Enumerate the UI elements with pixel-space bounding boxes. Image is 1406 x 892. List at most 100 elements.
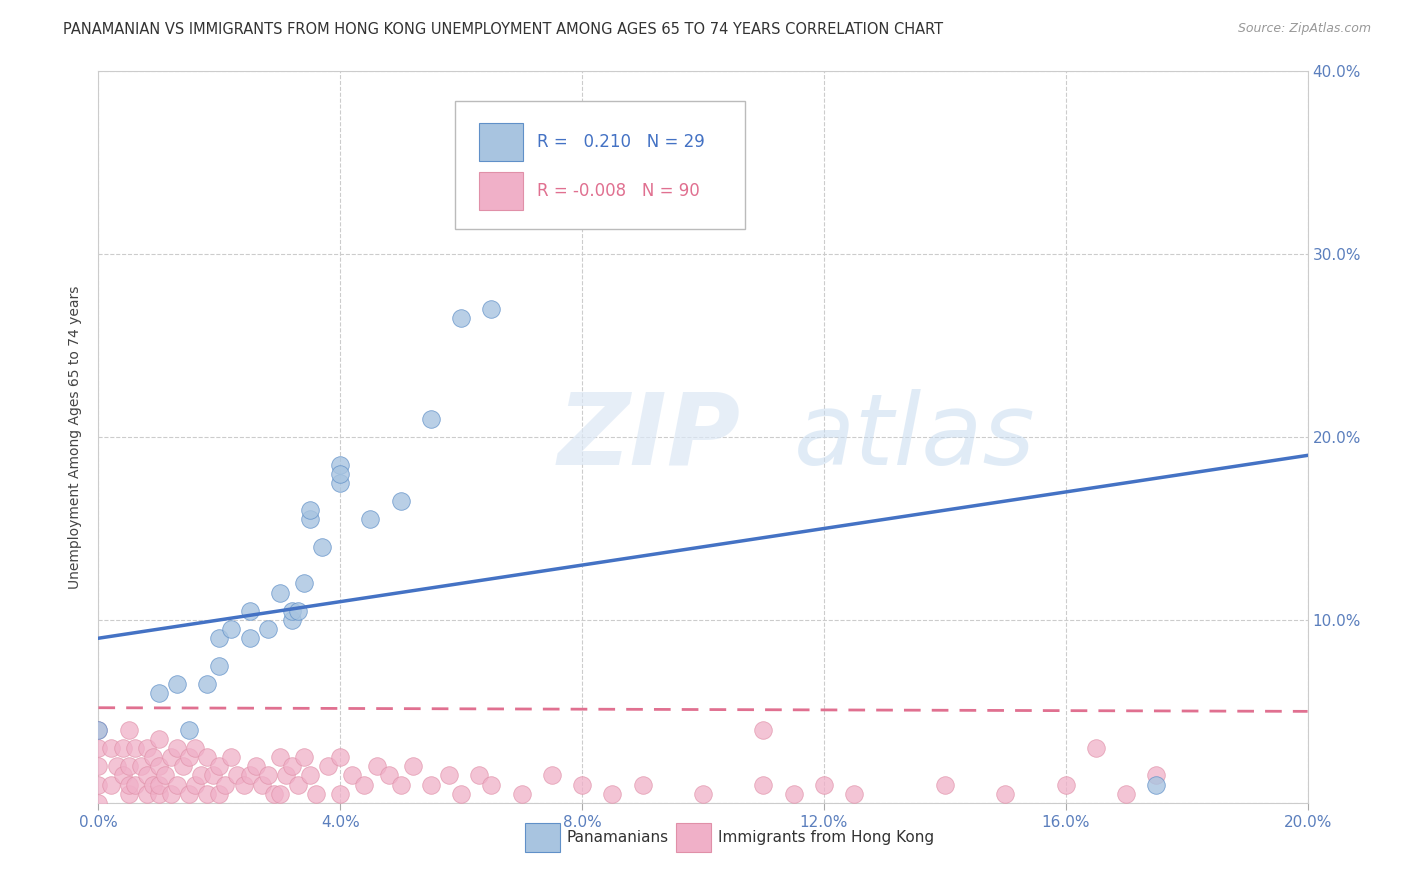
Point bbox=[437, 768, 460, 782]
Point bbox=[692, 787, 714, 801]
Point bbox=[450, 787, 472, 801]
Point bbox=[360, 512, 382, 526]
Point bbox=[274, 768, 297, 782]
Point bbox=[111, 768, 134, 782]
Point bbox=[124, 778, 146, 792]
Text: Source: ZipAtlas.com: Source: ZipAtlas.com bbox=[1237, 22, 1371, 36]
Point bbox=[287, 778, 309, 792]
Point bbox=[232, 778, 254, 792]
Point bbox=[329, 787, 352, 801]
Point bbox=[329, 467, 352, 481]
Point bbox=[148, 778, 170, 792]
Point bbox=[118, 787, 141, 801]
Point bbox=[124, 740, 146, 755]
Point bbox=[316, 759, 339, 773]
Point bbox=[208, 787, 231, 801]
Point bbox=[87, 778, 110, 792]
Point bbox=[87, 740, 110, 755]
Point bbox=[221, 750, 243, 764]
Point bbox=[111, 740, 134, 755]
Point bbox=[250, 778, 273, 792]
Point bbox=[783, 787, 806, 801]
Point bbox=[752, 778, 775, 792]
Point bbox=[752, 723, 775, 737]
Text: Immigrants from Hong Kong: Immigrants from Hong Kong bbox=[717, 830, 934, 846]
FancyBboxPatch shape bbox=[526, 823, 561, 852]
Point bbox=[239, 632, 262, 646]
Text: PANAMANIAN VS IMMIGRANTS FROM HONG KONG UNEMPLOYMENT AMONG AGES 65 TO 74 YEARS C: PANAMANIAN VS IMMIGRANTS FROM HONG KONG … bbox=[63, 22, 943, 37]
Point bbox=[1144, 778, 1167, 792]
Point bbox=[160, 787, 183, 801]
FancyBboxPatch shape bbox=[676, 823, 711, 852]
Point bbox=[118, 778, 141, 792]
Point bbox=[311, 540, 333, 554]
Point bbox=[100, 740, 122, 755]
Point bbox=[450, 311, 472, 326]
Point bbox=[269, 750, 291, 764]
Point bbox=[256, 768, 278, 782]
Point bbox=[292, 576, 315, 591]
Point bbox=[195, 787, 218, 801]
Text: R =   0.210   N = 29: R = 0.210 N = 29 bbox=[537, 133, 704, 151]
Point bbox=[481, 301, 503, 317]
Point bbox=[208, 632, 231, 646]
Point bbox=[692, 165, 714, 179]
Point bbox=[166, 778, 188, 792]
Point bbox=[389, 494, 412, 508]
Point bbox=[148, 731, 170, 746]
Point bbox=[263, 787, 285, 801]
Point bbox=[934, 778, 956, 792]
Point bbox=[1115, 787, 1137, 801]
Point bbox=[281, 604, 304, 618]
Point bbox=[994, 787, 1017, 801]
Point bbox=[299, 512, 322, 526]
Point bbox=[148, 759, 170, 773]
Point bbox=[540, 768, 562, 782]
Point bbox=[239, 604, 262, 618]
Point bbox=[226, 768, 249, 782]
Point bbox=[142, 778, 165, 792]
Point bbox=[153, 768, 176, 782]
Point bbox=[287, 604, 309, 618]
Point bbox=[256, 622, 278, 636]
Point bbox=[118, 723, 141, 737]
Point bbox=[402, 759, 425, 773]
Point bbox=[813, 778, 835, 792]
Point bbox=[329, 750, 352, 764]
Point bbox=[100, 778, 122, 792]
Point bbox=[329, 458, 352, 472]
Point bbox=[87, 796, 110, 810]
Point bbox=[202, 768, 225, 782]
Point bbox=[214, 778, 236, 792]
Point bbox=[195, 677, 218, 691]
Point bbox=[142, 750, 165, 764]
Point bbox=[366, 759, 388, 773]
Text: atlas: atlas bbox=[793, 389, 1035, 485]
Point bbox=[420, 778, 443, 792]
Point bbox=[292, 750, 315, 764]
Point bbox=[389, 778, 412, 792]
Point bbox=[631, 778, 654, 792]
Point bbox=[468, 768, 491, 782]
Point bbox=[281, 613, 304, 627]
Point bbox=[221, 622, 243, 636]
Point bbox=[184, 740, 207, 755]
Point bbox=[281, 759, 304, 773]
FancyBboxPatch shape bbox=[479, 171, 523, 210]
Point bbox=[1054, 778, 1077, 792]
Point bbox=[179, 750, 201, 764]
Point bbox=[118, 759, 141, 773]
Point bbox=[135, 740, 157, 755]
FancyBboxPatch shape bbox=[456, 101, 745, 228]
Point bbox=[571, 778, 593, 792]
Point bbox=[420, 412, 443, 426]
Point bbox=[305, 787, 328, 801]
Point bbox=[195, 750, 218, 764]
Point bbox=[602, 787, 624, 801]
Point bbox=[342, 768, 364, 782]
Point bbox=[269, 585, 291, 599]
Point bbox=[172, 759, 194, 773]
Point bbox=[190, 768, 212, 782]
Point bbox=[208, 658, 231, 673]
Point bbox=[245, 759, 267, 773]
